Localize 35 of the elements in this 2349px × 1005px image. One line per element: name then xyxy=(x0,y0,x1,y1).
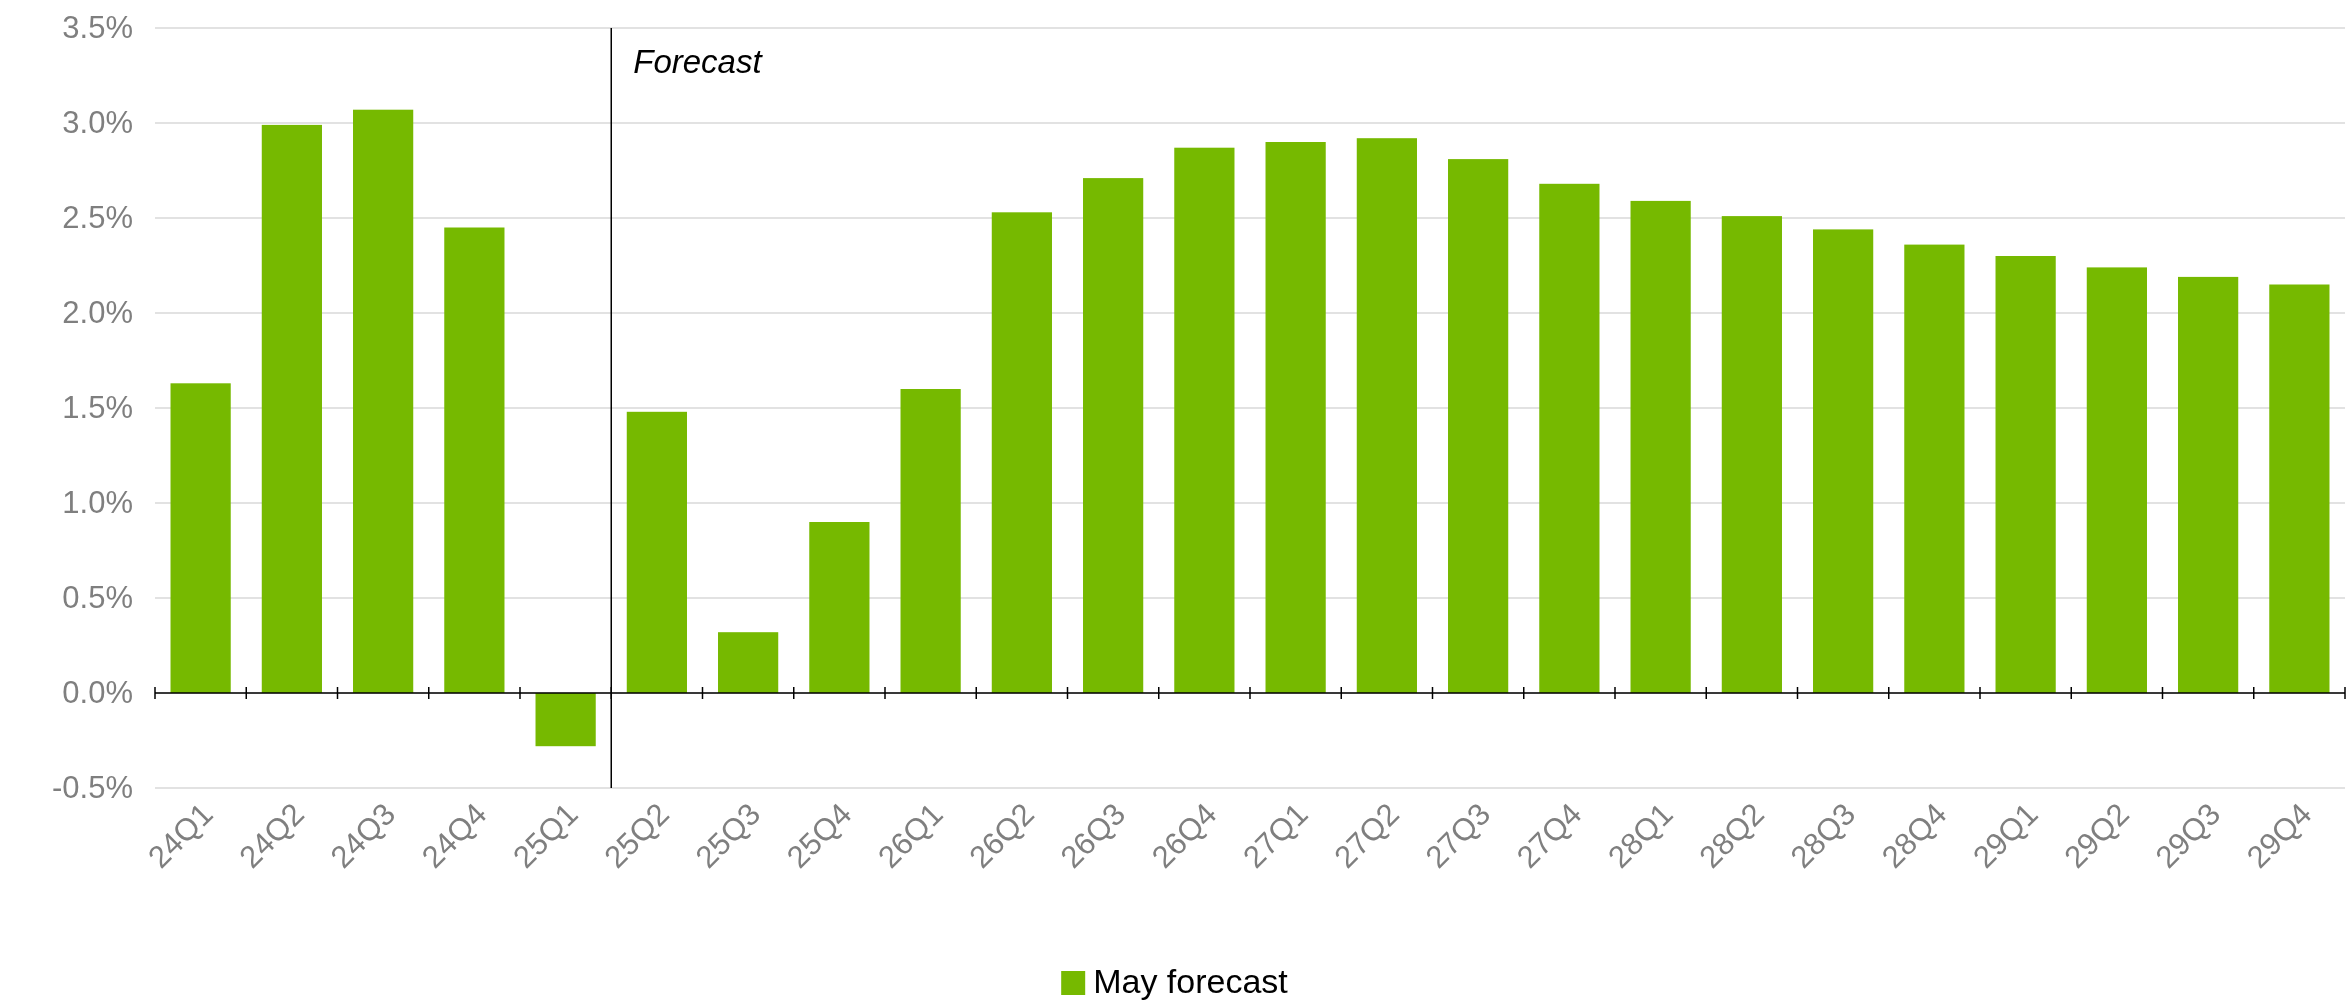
bar xyxy=(170,383,231,693)
y-tick-label: 1.5% xyxy=(62,390,133,426)
y-tick-label: 2.0% xyxy=(62,295,133,331)
y-tick-label: 0.0% xyxy=(62,675,133,711)
bar xyxy=(2086,267,2147,693)
bar xyxy=(353,109,414,693)
y-tick-label: -0.5% xyxy=(52,770,133,806)
ref-line-label: Forecast xyxy=(633,43,764,80)
bar xyxy=(1265,142,1326,693)
bar xyxy=(1721,216,1782,693)
bar xyxy=(1813,229,1874,693)
bar xyxy=(1904,244,1965,693)
bar xyxy=(2178,276,2239,693)
y-tick-label: 1.0% xyxy=(62,485,133,521)
y-tick-label: 3.0% xyxy=(62,105,133,141)
bar xyxy=(1995,256,2056,693)
bar xyxy=(991,212,1052,693)
y-tick-label: 0.5% xyxy=(62,580,133,616)
bar xyxy=(2269,284,2330,693)
bar xyxy=(718,632,779,693)
bar xyxy=(900,389,961,693)
bar xyxy=(1630,200,1691,693)
y-tick-label: 3.5% xyxy=(62,10,133,46)
bar xyxy=(444,227,505,693)
bar xyxy=(1083,178,1144,693)
bar xyxy=(809,522,870,693)
legend-label: May forecast xyxy=(1093,962,1289,1000)
bar xyxy=(1539,183,1600,693)
bar xyxy=(1174,147,1235,693)
bar xyxy=(261,124,322,693)
y-tick-label: 2.5% xyxy=(62,200,133,236)
bar xyxy=(535,693,596,747)
bar xyxy=(626,411,687,693)
bar xyxy=(1448,159,1509,693)
bar xyxy=(1356,138,1417,693)
